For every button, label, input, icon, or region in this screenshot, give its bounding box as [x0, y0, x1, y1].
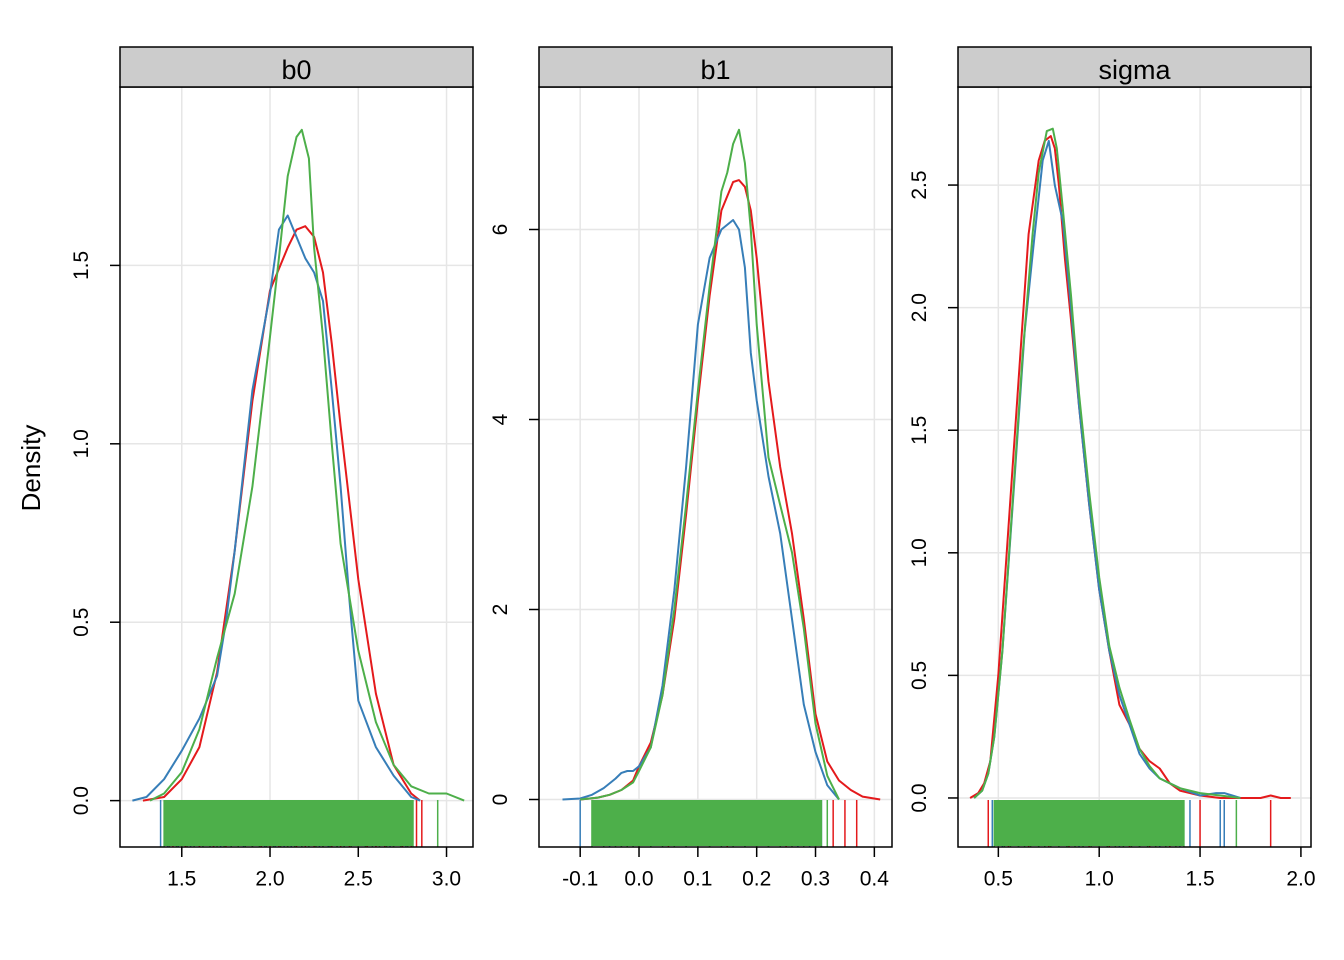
rug-band — [994, 800, 1184, 846]
density-line — [580, 128, 840, 801]
x-tick-label: 0.5 — [984, 867, 1013, 890]
figure-ylabel: Density — [16, 425, 46, 512]
y-tick-label: 0.0 — [908, 783, 931, 812]
strip-header — [119, 46, 474, 88]
density-line — [562, 219, 840, 801]
y-tick-label: 4 — [489, 413, 512, 425]
strip-title: sigma — [1098, 55, 1171, 85]
density-line — [969, 135, 1291, 799]
density-line — [973, 127, 1241, 799]
density-line — [132, 214, 421, 802]
rug-band — [591, 800, 822, 846]
y-tick-label: 1.0 — [908, 538, 931, 567]
x-tick-label: 0.3 — [801, 867, 830, 890]
x-tick-label: 2.5 — [344, 867, 373, 890]
panel-border — [538, 86, 893, 848]
y-tick-label: 1.5 — [908, 416, 931, 445]
strip-header — [538, 46, 893, 88]
strip-title: b1 — [700, 55, 730, 85]
y-tick-label: 0.0 — [70, 786, 93, 815]
strip-header — [957, 46, 1312, 88]
x-tick-label: 1.5 — [1185, 867, 1214, 890]
x-tick-label: 0.4 — [860, 867, 890, 890]
x-tick-label: 1.0 — [1085, 867, 1114, 890]
density-line — [149, 128, 465, 802]
x-tick-label: 0.1 — [683, 867, 712, 890]
panel-border — [119, 86, 474, 848]
panel-b0: b0 1.5 2.0 2.5 3.0 0.0 0.5 1.0 1.5 — [70, 46, 474, 890]
y-tick-label: 2 — [489, 604, 512, 616]
y-tick-label: 2.5 — [908, 170, 931, 199]
y-tick-label: 0.5 — [908, 661, 931, 690]
x-tick-label: 0.0 — [624, 867, 653, 890]
x-tick-label: 1.5 — [167, 867, 196, 890]
panel-b1: b1 -0.1 0.0 0.1 0.2 0.3 0.4 0 2 4 6 — [489, 46, 893, 890]
density-line — [580, 179, 881, 801]
rug-band — [164, 800, 413, 846]
x-tick-label: -0.1 — [562, 867, 598, 890]
panels: b0 1.5 2.0 2.5 3.0 0.0 0.5 1.0 1.5 b1 -0.1 0.0 0.1 0.… — [70, 46, 1316, 890]
x-tick-label: 0.2 — [742, 867, 771, 890]
panel-sigma: sigma 0.5 1.0 1.5 2.0 0.0 0.5 1.0 1.5 2.0 2.5 — [908, 46, 1316, 890]
x-tick-label: 3.0 — [432, 867, 461, 890]
y-tick-label: 0.5 — [70, 608, 93, 637]
y-tick-label: 0 — [489, 794, 512, 806]
y-tick-label: 2.0 — [908, 293, 931, 322]
density-line — [142, 225, 421, 802]
y-tick-label: 1.5 — [70, 251, 93, 280]
y-tick-label: 1.0 — [70, 429, 93, 458]
y-tick-label: 6 — [489, 224, 512, 236]
strip-title: b0 — [281, 55, 311, 85]
x-tick-label: 2.0 — [255, 867, 284, 890]
x-tick-label: 2.0 — [1286, 867, 1315, 890]
